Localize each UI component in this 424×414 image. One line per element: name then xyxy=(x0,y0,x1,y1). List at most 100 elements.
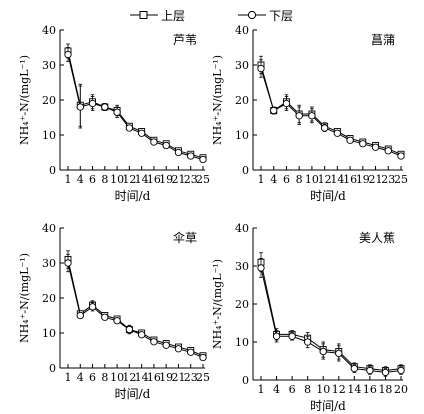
x-tick-label: 14 xyxy=(135,173,149,186)
x-tick-label: 16 xyxy=(147,173,161,186)
x-tick-label: 6 xyxy=(283,173,290,186)
x-tick-label: 18 xyxy=(378,383,392,396)
data-point xyxy=(174,148,183,157)
data-point xyxy=(64,50,72,59)
x-tick-label: 20 xyxy=(394,383,408,396)
data-point xyxy=(101,103,109,111)
data-point xyxy=(125,124,134,132)
x-tick-label: 21 xyxy=(171,371,185,384)
data-point xyxy=(257,64,265,73)
x-tick-label: 23 xyxy=(184,371,198,384)
legend-item-lower: 下层 xyxy=(238,9,293,23)
data-point xyxy=(174,345,183,353)
x-tick-label: 12 xyxy=(332,383,346,396)
y-tick-label: 0 xyxy=(49,362,56,375)
x-tick-label: 10 xyxy=(110,371,124,384)
legend-item-upper: 上层 xyxy=(130,9,185,23)
y-tick-label: 30 xyxy=(42,257,56,270)
x-tick-label: 1 xyxy=(258,383,265,396)
data-point xyxy=(137,331,146,339)
y-tick-label: 40 xyxy=(42,24,56,37)
data-point xyxy=(282,99,291,108)
y-tick-label: 0 xyxy=(242,164,249,177)
series-line xyxy=(67,259,204,357)
data-point xyxy=(335,349,343,358)
data-point xyxy=(187,152,195,160)
series-line xyxy=(67,262,204,358)
x-tick-label: 23 xyxy=(381,173,395,186)
data-point xyxy=(199,353,207,362)
x-tick-label: 12 xyxy=(122,371,136,384)
x-tick-label: 19 xyxy=(159,371,173,384)
panel-title: 美人蕉 xyxy=(359,231,395,245)
data-point xyxy=(346,136,354,144)
data-point xyxy=(76,103,84,111)
x-tick-label: 8 xyxy=(304,383,311,396)
series-lower xyxy=(257,59,405,160)
y-tick-label: 40 xyxy=(235,24,249,37)
x-tick-label: 4 xyxy=(77,371,84,384)
x-tick-label: 6 xyxy=(289,383,296,396)
x-tick-label: 8 xyxy=(101,173,108,186)
series-line xyxy=(260,267,402,373)
x-tick-label: 14 xyxy=(135,371,149,384)
data-point xyxy=(125,325,134,334)
data-point xyxy=(359,140,367,148)
x-tick-label: 25 xyxy=(196,173,210,186)
x-tick-label: 1 xyxy=(258,173,265,186)
y-tick-label: 40 xyxy=(42,222,56,235)
x-tick-label: 1 xyxy=(65,173,72,186)
x-tick-label: 10 xyxy=(316,383,330,396)
data-point xyxy=(150,338,158,346)
x-tick-label: 23 xyxy=(184,173,198,186)
x-tick-label: 14 xyxy=(330,173,344,186)
data-point xyxy=(319,347,327,356)
data-point xyxy=(397,152,405,160)
series-lower xyxy=(64,253,207,362)
y-axis-label: NH₄⁺-N/(mgL⁻¹) xyxy=(18,253,31,343)
x-tick-label: 14 xyxy=(347,383,361,396)
data-point xyxy=(295,112,303,120)
x-tick-label: 19 xyxy=(356,173,370,186)
y-tick-label: 20 xyxy=(42,94,56,107)
x-tick-label: 8 xyxy=(296,173,303,186)
x-tick-label: 4 xyxy=(77,173,84,186)
series-lower xyxy=(64,47,207,164)
x-tick-label: 25 xyxy=(196,371,210,384)
x-tick-label: 12 xyxy=(318,173,332,186)
y-tick-label: 10 xyxy=(235,336,249,349)
series-line xyxy=(260,64,402,155)
data-point xyxy=(162,341,170,349)
x-tick-label: 19 xyxy=(159,173,173,186)
y-tick-label: 0 xyxy=(49,164,56,177)
x-tick-label: 21 xyxy=(171,173,185,186)
y-axis-label: NH₄⁺-N/(mgL⁻¹) xyxy=(18,55,31,145)
y-tick-label: 0 xyxy=(242,374,249,387)
data-point xyxy=(270,106,278,115)
data-point xyxy=(199,155,207,164)
x-tick-label: 6 xyxy=(89,173,96,186)
legend-label-upper: 上层 xyxy=(161,9,185,23)
data-point xyxy=(257,264,265,272)
x-tick-label: 21 xyxy=(369,173,383,186)
x-tick-label: 8 xyxy=(101,371,108,384)
data-point xyxy=(333,129,342,137)
x-tick-label: 1 xyxy=(65,371,72,384)
x-tick-label: 16 xyxy=(363,383,377,396)
y-tick-label: 10 xyxy=(42,129,56,142)
data-point xyxy=(304,338,312,346)
series-lower xyxy=(257,257,405,377)
x-tick-label: 4 xyxy=(270,173,277,186)
data-point xyxy=(113,108,121,116)
series-line xyxy=(67,54,204,160)
data-point xyxy=(366,366,374,375)
x-tick-label: 6 xyxy=(89,371,96,384)
data-point xyxy=(381,368,390,377)
data-point xyxy=(350,364,358,373)
y-tick-label: 10 xyxy=(42,327,56,340)
x-tick-label: 4 xyxy=(273,383,280,396)
y-tick-label: 30 xyxy=(235,59,249,72)
